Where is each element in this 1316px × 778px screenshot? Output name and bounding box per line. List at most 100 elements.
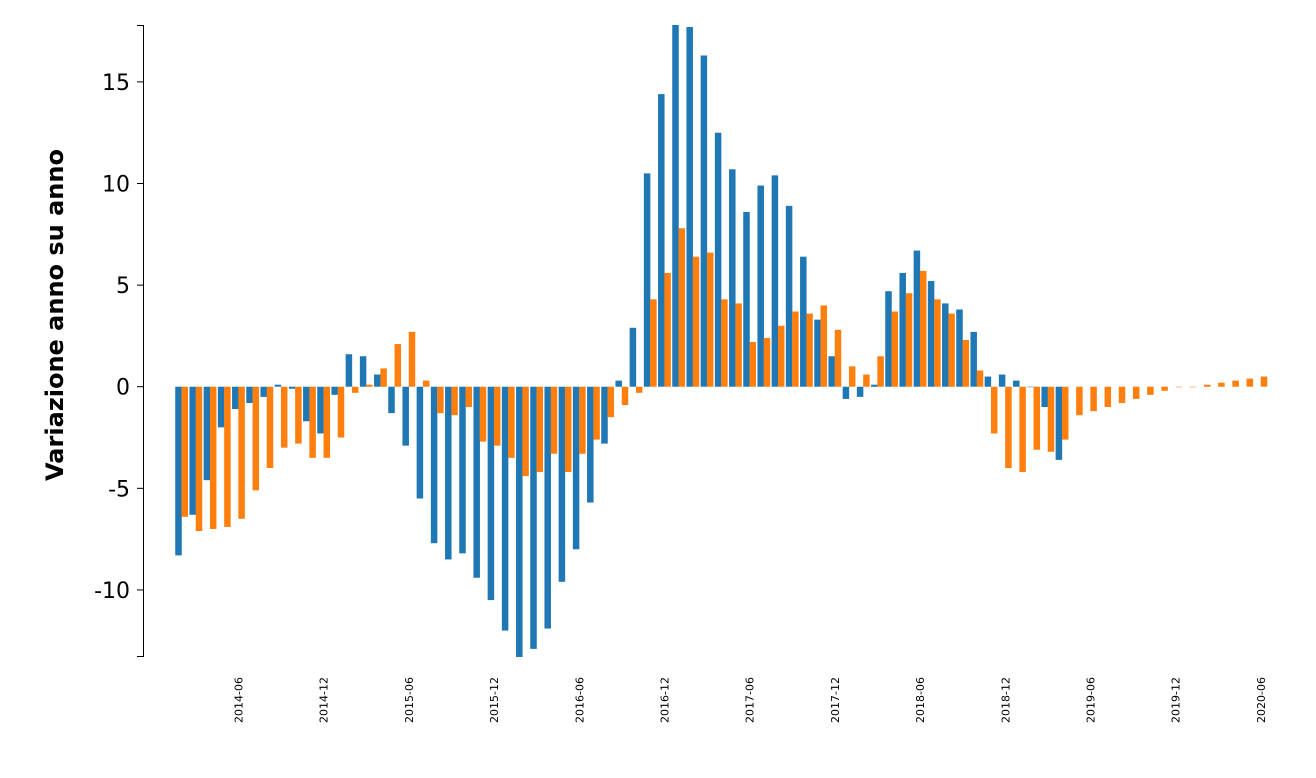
bar-series2-58 xyxy=(1005,386,1012,469)
bar-series1-62 xyxy=(1055,386,1063,460)
bar-series2-59 xyxy=(1019,386,1026,473)
bar-series1-23 xyxy=(501,386,509,631)
bar-series2-65 xyxy=(1104,386,1112,408)
bar-series1-8 xyxy=(288,386,296,389)
bar-series1-34 xyxy=(658,94,665,387)
bar-series1-54 xyxy=(942,303,949,387)
bar-series2-15 xyxy=(394,344,402,387)
bar-series1-21 xyxy=(473,386,480,578)
bar-series1-10 xyxy=(317,386,324,434)
bar-series1-17 xyxy=(416,386,424,499)
bar-series1-48 xyxy=(856,386,864,397)
bar-series1-0 xyxy=(175,386,182,556)
bar-series2-44 xyxy=(806,313,813,387)
bar-series2-40 xyxy=(749,342,757,387)
bar-series2-68 xyxy=(1147,386,1154,395)
bar-series2-47 xyxy=(848,366,856,387)
bar-series1-52 xyxy=(913,250,921,387)
bar-series1-14 xyxy=(374,374,381,387)
bar-series1-11 xyxy=(331,386,338,395)
bar-series2-8 xyxy=(295,386,302,444)
bar-series1-50 xyxy=(885,291,892,387)
bar-series2-62 xyxy=(1061,386,1069,440)
bar-series2-23 xyxy=(508,386,515,458)
bar-series2-10 xyxy=(323,386,331,458)
bar-series1-56 xyxy=(970,331,977,387)
bar-series2-53 xyxy=(934,299,941,387)
bar-series2-19 xyxy=(451,386,458,416)
x-tick-label: 2014-12 xyxy=(318,677,331,723)
bar-series2-61 xyxy=(1047,386,1055,452)
bar-series1-45 xyxy=(814,319,821,387)
bar-series1-27 xyxy=(558,386,566,582)
bar-series1-30 xyxy=(601,386,608,444)
bar-series2-5 xyxy=(252,386,260,491)
bar-series1-37 xyxy=(700,55,708,387)
x-tick-label: 2018-06 xyxy=(914,677,927,723)
bar-series1-58 xyxy=(998,374,1006,387)
bar-series2-13 xyxy=(366,384,373,387)
x-tick-label: 2014-06 xyxy=(232,677,245,723)
bar-series1-1 xyxy=(189,386,196,515)
x-tick-label: 2015-06 xyxy=(403,677,416,723)
bar-series2-6 xyxy=(266,386,274,469)
bar-series2-39 xyxy=(735,303,742,387)
bar-series2-21 xyxy=(479,386,487,442)
bar-series1-44 xyxy=(800,256,807,387)
bar-series1-13 xyxy=(359,356,367,387)
y-tick-label: 5 xyxy=(116,274,130,299)
x-tick-label: 2020-06 xyxy=(1255,677,1268,723)
bar-series1-24 xyxy=(516,386,523,657)
bar-series2-25 xyxy=(536,386,544,473)
bar-series1-32 xyxy=(629,327,637,387)
bar-series2-2 xyxy=(209,386,217,529)
bar-series1-35 xyxy=(672,25,679,387)
bar-series2-1 xyxy=(195,386,203,531)
bar-series2-66 xyxy=(1118,386,1126,403)
bar-series2-60 xyxy=(1033,386,1041,450)
bar-series2-75 xyxy=(1246,378,1254,387)
bar-series1-38 xyxy=(714,132,722,387)
bar-series2-54 xyxy=(948,313,955,387)
bar-series2-45 xyxy=(820,305,828,387)
bar-series2-49 xyxy=(877,356,884,387)
bar-series2-43 xyxy=(792,311,799,387)
bar-series2-56 xyxy=(976,370,984,387)
bar-series2-9 xyxy=(309,386,316,458)
bar-series2-17 xyxy=(422,380,430,387)
bar-series2-20 xyxy=(465,386,473,408)
bar-series1-16 xyxy=(402,386,409,446)
bar-series2-46 xyxy=(834,329,842,387)
bar-series1-33 xyxy=(643,173,651,387)
bar-series2-50 xyxy=(891,311,899,387)
bar-series1-36 xyxy=(686,27,693,387)
bar-series2-4 xyxy=(238,386,245,519)
y-tick-label: -10 xyxy=(94,579,130,604)
bar-series2-70 xyxy=(1175,386,1183,388)
bar-series1-19 xyxy=(445,386,452,560)
bar-series1-25 xyxy=(530,386,537,649)
bar-series2-26 xyxy=(550,386,558,454)
bar-series2-41 xyxy=(763,337,771,387)
y-tick-label: -5 xyxy=(108,477,130,502)
bar-series1-53 xyxy=(927,281,935,387)
bar-series2-72 xyxy=(1203,384,1211,387)
y-axis-ticks: 15 10 5 0 -5 -10 xyxy=(94,71,144,604)
bar-series2-22 xyxy=(493,386,501,446)
y-axis-label: Variazione anno su anno xyxy=(41,149,69,481)
x-tick-label: 2017-06 xyxy=(744,677,757,723)
bar-series2-36 xyxy=(692,256,700,387)
bar-series1-49 xyxy=(871,384,878,387)
bar-series2-57 xyxy=(990,386,998,434)
bar-series2-16 xyxy=(408,331,416,387)
bar-series1-51 xyxy=(899,272,906,387)
bar-series2-69 xyxy=(1161,386,1168,391)
bar-series1-22 xyxy=(487,386,495,601)
x-tick-label: 2019-06 xyxy=(1084,677,1097,723)
bar-series1-61 xyxy=(1041,386,1048,408)
bar-series1-42 xyxy=(771,175,779,387)
bar-series2-51 xyxy=(905,293,913,387)
bar-series1-55 xyxy=(956,309,963,387)
bar-series2-34 xyxy=(664,272,671,387)
